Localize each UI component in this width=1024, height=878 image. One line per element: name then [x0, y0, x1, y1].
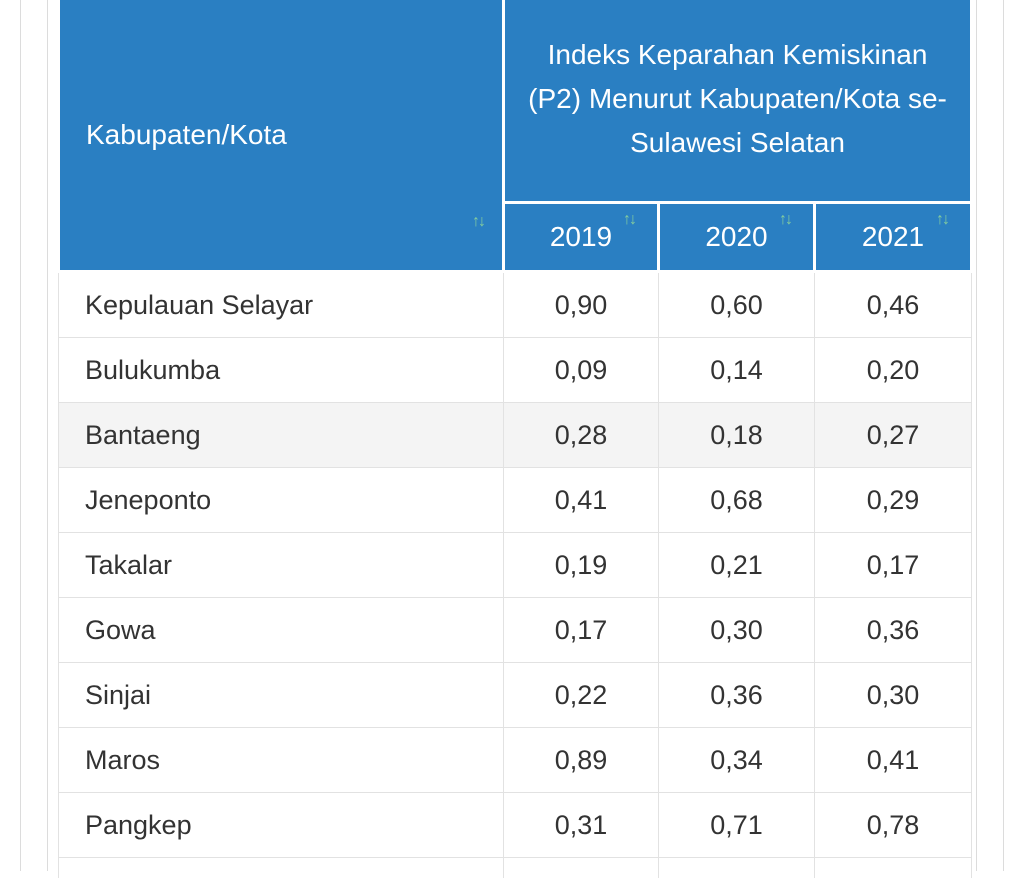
- value-2019: 0,41: [504, 468, 659, 533]
- row-name: Gowa: [59, 598, 504, 663]
- value-cell: [659, 858, 815, 878]
- sort-arrows-icon[interactable]: ↑↓: [472, 214, 484, 230]
- value-2019: 0,90: [504, 272, 659, 338]
- table-row: Bantaeng 0,28 0,18 0,27: [59, 403, 972, 468]
- row-name: Maros: [59, 728, 504, 793]
- sort-arrows-icon[interactable]: ↑↓: [779, 212, 791, 228]
- table-row: Pangkep 0,31 0,71 0,78: [59, 793, 972, 858]
- table-row: Bulukumba 0,09 0,14 0,20: [59, 338, 972, 403]
- value-2021: 0,46: [815, 272, 972, 338]
- value-2019: 0,31: [504, 793, 659, 858]
- row-name: Takalar: [59, 533, 504, 598]
- column-header-label: Kabupaten/Kota: [86, 119, 287, 150]
- poverty-severity-table: Kabupaten/Kota ↑↓ Indeks Keparahan Kemis…: [57, 0, 973, 878]
- value-2019: 0,09: [504, 338, 659, 403]
- row-name: Bantaeng: [59, 403, 504, 468]
- year-label: 2020: [705, 221, 767, 252]
- row-name: Sinjai: [59, 663, 504, 728]
- value-2019: 0,28: [504, 403, 659, 468]
- value-2019: 0,19: [504, 533, 659, 598]
- value-2021: 0,78: [815, 793, 972, 858]
- value-2021: 0,20: [815, 338, 972, 403]
- sort-arrows-icon[interactable]: ↑↓: [623, 212, 635, 228]
- row-name: Jeneponto: [59, 468, 504, 533]
- row-name: Kepulauan Selayar: [59, 272, 504, 338]
- value-2021: 0,30: [815, 663, 972, 728]
- table-row: Takalar 0,19 0,21 0,17: [59, 533, 972, 598]
- value-2020: 0,71: [659, 793, 815, 858]
- value-2020: 0,30: [659, 598, 815, 663]
- value-2020: 0,36: [659, 663, 815, 728]
- data-table-container: Kabupaten/Kota ↑↓ Indeks Keparahan Kemis…: [57, 0, 970, 878]
- table-row-partial: [59, 858, 972, 878]
- table-row: Kepulauan Selayar 0,90 0,60 0,46: [59, 272, 972, 338]
- frame-left-inner: [47, 0, 48, 871]
- value-2020: 0,21: [659, 533, 815, 598]
- value-2021: 0,41: [815, 728, 972, 793]
- group-header-p2-index: Indeks Keparahan Kemiskinan (P2) Menurut…: [504, 0, 972, 203]
- frame-right-edge: [1003, 0, 1004, 871]
- value-2021: 0,17: [815, 533, 972, 598]
- table-row: Sinjai 0,22 0,36 0,30: [59, 663, 972, 728]
- value-2021: 0,27: [815, 403, 972, 468]
- sort-arrows-icon[interactable]: ↑↓: [936, 212, 948, 228]
- row-name: [59, 858, 504, 878]
- value-2021: 0,29: [815, 468, 972, 533]
- year-label: 2021: [862, 221, 924, 252]
- column-header-2020[interactable]: 2020 ↑↓: [659, 203, 815, 272]
- value-2019: 0,22: [504, 663, 659, 728]
- frame-left-edge: [20, 0, 21, 871]
- value-2020: 0,34: [659, 728, 815, 793]
- table-row: Gowa 0,17 0,30 0,36: [59, 598, 972, 663]
- value-2020: 0,60: [659, 272, 815, 338]
- table-row: Maros 0,89 0,34 0,41: [59, 728, 972, 793]
- value-2019: 0,89: [504, 728, 659, 793]
- value-2020: 0,68: [659, 468, 815, 533]
- column-header-kabupaten[interactable]: Kabupaten/Kota ↑↓: [59, 0, 504, 272]
- table-row: Jeneponto 0,41 0,68 0,29: [59, 468, 972, 533]
- frame-right-inner: [976, 0, 977, 871]
- value-cell: [504, 858, 659, 878]
- value-2019: 0,17: [504, 598, 659, 663]
- value-2020: 0,18: [659, 403, 815, 468]
- value-2020: 0,14: [659, 338, 815, 403]
- year-label: 2019: [550, 221, 612, 252]
- row-name: Pangkep: [59, 793, 504, 858]
- row-name: Bulukumba: [59, 338, 504, 403]
- value-cell: [815, 858, 972, 878]
- column-header-2021[interactable]: 2021 ↑↓: [815, 203, 972, 272]
- value-2021: 0,36: [815, 598, 972, 663]
- column-header-2019[interactable]: 2019 ↑↓: [504, 203, 659, 272]
